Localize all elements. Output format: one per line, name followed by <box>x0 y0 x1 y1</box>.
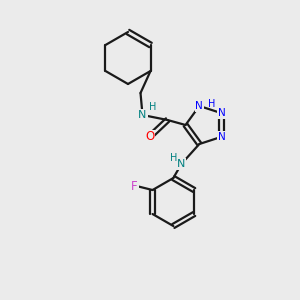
Text: H: H <box>208 99 216 109</box>
Text: N: N <box>196 101 203 111</box>
Text: N: N <box>138 110 147 120</box>
Text: F: F <box>131 179 138 193</box>
Text: N: N <box>177 159 185 169</box>
Text: N: N <box>218 132 226 142</box>
Text: O: O <box>145 130 154 143</box>
Text: H: H <box>149 102 156 112</box>
Text: H: H <box>169 153 177 163</box>
Text: N: N <box>218 108 226 118</box>
